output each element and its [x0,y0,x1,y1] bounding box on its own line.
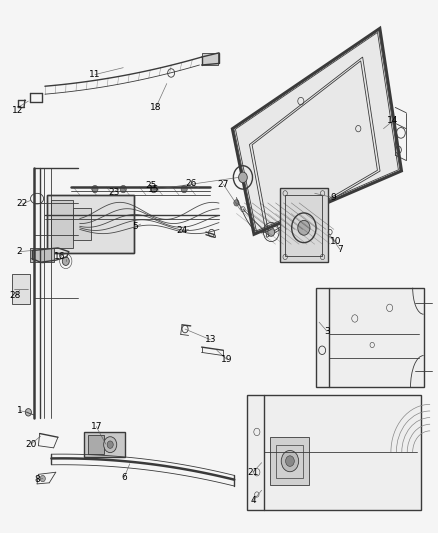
Text: 24: 24 [177,226,187,235]
Text: 10: 10 [330,237,341,246]
Text: 14: 14 [387,116,399,125]
Circle shape [181,185,187,193]
Bar [73,208,91,240]
Circle shape [268,228,275,236]
Circle shape [120,185,126,193]
Bar [285,195,322,256]
Circle shape [151,185,157,193]
Bar [201,53,218,65]
Text: 25: 25 [146,181,157,190]
Text: 3: 3 [324,327,330,336]
Text: 20: 20 [25,440,37,449]
Circle shape [40,475,46,482]
Circle shape [234,200,239,206]
Text: 17: 17 [91,422,102,431]
Bar [84,432,125,457]
Text: 15: 15 [148,185,159,194]
Text: 28: 28 [10,291,21,300]
Bar [47,195,134,253]
Text: 13: 13 [205,335,216,344]
Text: 8: 8 [34,475,40,484]
Text: 22: 22 [17,199,28,208]
Text: 4: 4 [250,496,256,505]
Bar [276,445,304,478]
Text: 2: 2 [16,247,21,256]
Text: 26: 26 [185,179,196,188]
Circle shape [281,450,299,472]
Text: 19: 19 [221,355,233,364]
Text: 9: 9 [330,193,336,202]
Circle shape [286,456,294,466]
Text: 21: 21 [247,468,258,477]
Text: 1: 1 [17,406,22,415]
Circle shape [25,409,32,416]
Text: 5: 5 [133,222,138,231]
Text: 18: 18 [150,103,162,112]
Text: 7: 7 [337,245,343,254]
Circle shape [104,437,117,453]
Circle shape [298,220,310,235]
Circle shape [92,185,98,193]
Circle shape [62,257,69,265]
Bar [280,188,328,262]
Bar [247,395,421,511]
Bar [270,437,309,485]
Text: 16: 16 [54,253,66,262]
Bar [316,288,424,387]
Circle shape [239,172,247,183]
Text: 23: 23 [108,188,120,197]
Text: 12: 12 [12,106,24,115]
Bar [51,200,73,248]
Circle shape [107,441,113,448]
Bar [88,435,104,454]
Text: 27: 27 [218,180,229,189]
Bar [47,195,134,253]
Text: 6: 6 [121,473,127,482]
Bar [12,274,30,304]
Text: 11: 11 [89,70,101,79]
Bar [30,248,53,262]
Polygon shape [236,33,399,231]
